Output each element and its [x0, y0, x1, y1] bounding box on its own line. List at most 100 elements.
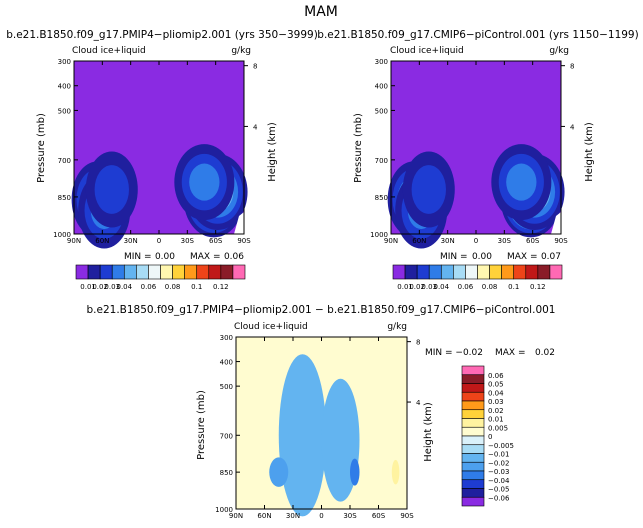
colorbar-swatch — [461, 496, 485, 507]
colorbar-swatch — [465, 264, 478, 280]
x-tick-label: 90N — [67, 237, 81, 245]
y-axis-label-right: Height (km) — [423, 402, 434, 462]
right-tick-label: 8 — [416, 339, 420, 347]
contour-fill — [94, 165, 129, 214]
colorbar-label: 0.03 — [104, 283, 120, 291]
colorbar-swatch — [549, 264, 563, 280]
y-tick-label: 700 — [375, 157, 388, 165]
colorbar-label: 0.01 — [80, 283, 96, 291]
missing-data — [551, 212, 561, 234]
x-tick-label: 0 — [157, 237, 161, 245]
colorbar-swatch — [208, 264, 222, 280]
y-axis-label: Pressure (mb) — [196, 390, 207, 460]
diff-region — [269, 457, 289, 487]
colorbar-label: 0.02 — [92, 283, 108, 291]
contour-fill — [189, 163, 220, 201]
colorbar-swatch — [501, 264, 515, 280]
colorbar-swatch — [416, 264, 430, 280]
colorbar-label: −0.02 — [488, 459, 509, 467]
colorbar-label: −0.01 — [488, 451, 509, 459]
colorbar-swatch — [123, 264, 137, 280]
missing-data — [234, 212, 244, 234]
y-axis-label: Pressure (mb) — [36, 113, 47, 183]
colorbar-label: 0.08 — [482, 283, 498, 291]
colorbar-swatch — [440, 264, 454, 280]
min-label: MIN = — [425, 348, 453, 358]
right-tick-label: 4 — [416, 399, 421, 407]
x-tick-label: 30S — [498, 237, 512, 245]
colorbar-swatch — [461, 374, 485, 384]
diff-region — [239, 486, 248, 507]
y-tick-label: 700 — [58, 157, 71, 165]
y-tick-label: 300 — [220, 334, 233, 342]
colorbar-label: 0.04 — [433, 283, 449, 291]
colorbar-swatch — [461, 453, 485, 463]
colorbar-swatch — [392, 264, 406, 280]
max-label: MAX = — [190, 252, 221, 262]
colorbar-swatch — [461, 461, 485, 472]
colorbar-swatch — [489, 264, 502, 280]
colorbar-label: 0.08 — [165, 283, 181, 291]
colorbar-swatch — [461, 391, 485, 402]
colorbar-swatch — [461, 426, 485, 437]
y-tick-label: 1000 — [215, 506, 233, 514]
colorbar-swatch — [75, 264, 89, 280]
min-label: MIN = — [440, 252, 468, 262]
y-axis-label-right: Height (km) — [267, 122, 278, 182]
colorbar-swatch — [172, 264, 185, 280]
colorbar-swatch — [461, 400, 485, 411]
colorbar-label: −0.03 — [488, 468, 509, 476]
y-tick-label: 850 — [375, 194, 388, 202]
colorbar-swatch — [461, 435, 485, 446]
colorbar-label: 0.005 — [488, 424, 508, 432]
x-tick-label: 60S — [209, 237, 223, 245]
colorbar-label: 0.01 — [397, 283, 413, 291]
x-tick-label: 90S — [237, 237, 251, 245]
y-tick-label: 300 — [58, 58, 71, 66]
colorbar-swatch — [537, 264, 551, 280]
colorbar-swatch — [232, 264, 246, 280]
y-tick-label: 500 — [220, 383, 233, 391]
y-tick-label: 850 — [220, 469, 233, 477]
x-tick-label: 60S — [526, 237, 540, 245]
colorbar-swatch — [461, 470, 485, 481]
colorbar-swatch — [461, 479, 485, 489]
y-tick-label: 400 — [220, 359, 233, 367]
diff-region — [350, 458, 360, 486]
colorbar-label: 0.06 — [141, 283, 157, 291]
x-tick-label: 0 — [319, 512, 323, 520]
panel-pliomip2: b.e21.B1850.f09_g17.PMIP4−pliomip2.001 (… — [6, 29, 318, 291]
y-tick-label: 1000 — [53, 231, 71, 239]
left-string: Cloud ice+liquid — [234, 322, 308, 332]
right-string: g/kg — [387, 322, 407, 332]
y-tick-label: 400 — [58, 83, 71, 91]
min-value: 0.00 — [155, 252, 175, 262]
colorbar-label: −0.04 — [488, 477, 510, 485]
x-tick-label: 30N — [286, 512, 300, 520]
colorbar-label: −0.005 — [488, 442, 514, 450]
x-tick-label: 0 — [474, 237, 478, 245]
colorbar-label: 0.03 — [488, 398, 504, 406]
colorbar-label: 0.01 — [488, 416, 504, 424]
x-tick-label: 30N — [124, 237, 138, 245]
colorbar-swatch — [461, 418, 485, 428]
colorbar-swatch — [461, 444, 485, 454]
colorbar-swatch — [525, 264, 539, 280]
colorbar-label: 0.02 — [409, 283, 425, 291]
max-value: 0.06 — [224, 252, 244, 262]
colorbar-swatch — [461, 365, 485, 376]
colorbar-label: 0.1 — [508, 283, 519, 291]
x-tick-label: 30N — [441, 237, 455, 245]
colorbar-swatch — [184, 264, 198, 280]
y-tick-label: 500 — [58, 107, 71, 115]
panel-title: b.e21.B1850.f09_g17.CMIP6−piControl.001 … — [317, 29, 638, 41]
colorbar-swatch — [404, 264, 418, 280]
max-value: 0.07 — [541, 252, 561, 262]
colorbar-swatch — [220, 264, 234, 280]
left-string: Cloud ice+liquid — [390, 46, 464, 56]
y-tick-label: 500 — [375, 107, 388, 115]
colorbar-label: 0.04 — [116, 283, 132, 291]
colorbar-label: 0.05 — [488, 381, 504, 389]
right-string: g/kg — [231, 46, 251, 56]
